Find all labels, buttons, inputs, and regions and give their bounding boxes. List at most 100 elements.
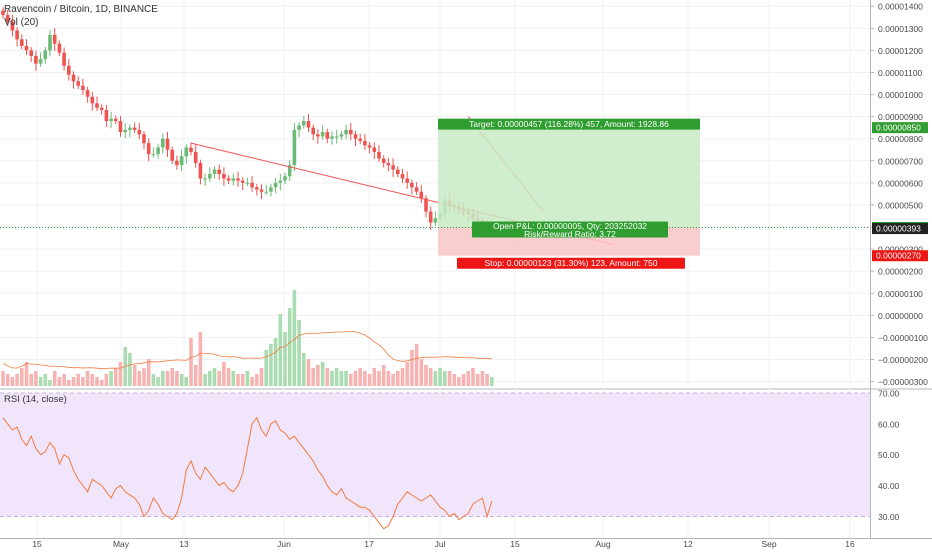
candle-body[interactable] [320,132,325,137]
candle-body[interactable] [156,147,160,155]
candle-body[interactable] [81,85,85,91]
volume-bar [283,332,287,386]
candle-body[interactable] [410,182,414,188]
candle-body[interactable] [170,149,174,161]
candle-body[interactable] [428,211,433,223]
candle-body[interactable] [344,129,348,135]
candle-body[interactable] [137,129,142,135]
candle-body[interactable] [5,15,10,22]
candle-body[interactable] [179,156,184,166]
volume-bar [104,374,109,386]
candle-body[interactable] [38,59,43,64]
volume-bar [109,371,113,386]
candle-body[interactable] [71,74,76,82]
candle-body[interactable] [306,121,311,128]
candle-body[interactable] [76,81,80,86]
candle-body[interactable] [391,165,395,170]
candle-body[interactable] [193,151,198,163]
candle-body[interactable] [1,10,5,16]
candle-body[interactable] [48,34,52,51]
candle-body[interactable] [419,191,424,199]
candle-body[interactable] [259,189,264,192]
candle-body[interactable] [316,134,320,137]
candle-body[interactable] [372,147,377,152]
candle-body[interactable] [132,127,137,130]
candle-body[interactable] [424,198,428,212]
candle-body[interactable] [90,96,95,104]
candle-body[interactable] [34,55,38,64]
candle-body[interactable] [278,180,283,183]
candle-body[interactable] [52,34,57,44]
candle-body[interactable] [353,134,358,139]
candle-body[interactable] [67,65,71,75]
candle-body[interactable] [128,127,132,130]
candle-body[interactable] [146,143,151,155]
candle-body[interactable] [208,174,212,179]
candle-body[interactable] [161,138,165,148]
candle-body[interactable] [311,127,315,135]
candle-body[interactable] [203,178,207,180]
candle-body[interactable] [95,103,99,108]
candle-body[interactable] [334,136,339,138]
candle-body[interactable] [231,178,236,181]
candle-body[interactable] [29,50,33,56]
candle-body[interactable] [142,134,146,144]
candle-body[interactable] [57,43,62,53]
candle-body[interactable] [198,162,203,179]
candle-body[interactable] [367,145,372,148]
target-zone[interactable] [438,127,700,228]
candle-body[interactable] [283,176,287,181]
candle-body[interactable] [184,147,189,157]
candle-body[interactable] [236,178,240,181]
candle-body[interactable] [217,169,221,175]
candle-body[interactable] [405,178,409,183]
candle-body[interactable] [20,39,24,46]
candle-body[interactable] [433,218,438,223]
candle-body[interactable] [396,169,400,175]
candle-body[interactable] [245,182,250,184]
candle-body[interactable] [250,182,254,188]
candle-body[interactable] [255,187,259,190]
candle-body[interactable] [297,125,301,130]
candle-body[interactable] [287,165,292,177]
candle-body[interactable] [325,132,330,139]
candle-body[interactable] [114,118,118,122]
candle-body[interactable] [377,151,381,159]
candle-body[interactable] [175,160,179,166]
candle-body[interactable] [15,30,19,40]
candle-body[interactable] [349,129,353,135]
candle-body[interactable] [363,140,367,146]
candle-body[interactable] [151,154,156,156]
candle-body[interactable] [302,121,306,126]
candle-body[interactable] [292,129,297,166]
candle-body[interactable] [24,45,29,51]
candle-body[interactable] [85,90,90,97]
candle-body[interactable] [212,169,217,175]
volume-bar [222,362,226,386]
candle-body[interactable] [43,50,48,60]
candle-body[interactable] [104,109,109,122]
candle-body[interactable] [165,138,170,150]
candle-body[interactable] [123,129,127,133]
candle-body[interactable] [381,158,386,163]
candle-body[interactable] [10,21,15,31]
candle-body[interactable] [358,138,362,141]
candle-body[interactable] [62,52,66,66]
candle-body[interactable] [222,174,226,179]
candle-body[interactable] [226,178,231,181]
candle-body[interactable] [99,107,104,110]
candle-body[interactable] [386,162,391,166]
candle-body[interactable] [109,118,113,122]
candle-body[interactable] [189,147,193,152]
candle-body[interactable] [118,121,123,133]
candle-body[interactable] [414,187,419,192]
candle-body[interactable] [240,180,245,183]
candle-body[interactable] [330,136,334,139]
candle-body[interactable] [264,191,268,193]
candle-body[interactable] [400,174,405,179]
candle-body[interactable] [339,134,344,137]
candle-body[interactable] [269,187,273,192]
candle-body[interactable] [273,182,278,188]
